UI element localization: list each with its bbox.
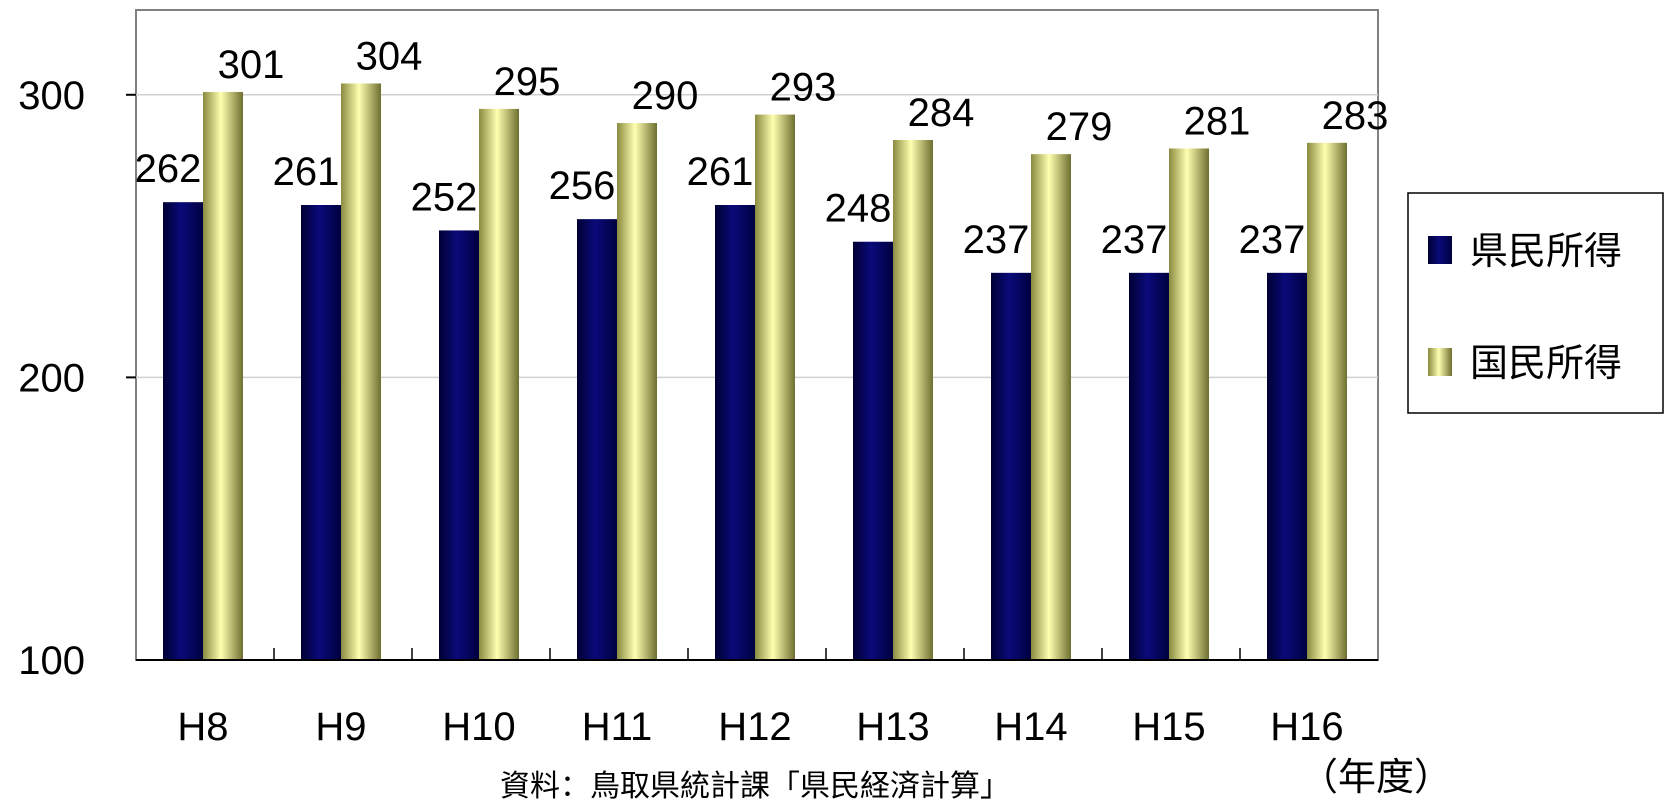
- bar-series1: [715, 205, 755, 660]
- data-label-series1: 256: [549, 164, 616, 208]
- legend-label-series1: 県民所得: [1470, 231, 1622, 273]
- bar-series2: [1307, 142, 1347, 661]
- y-tick-label: 100: [18, 639, 85, 683]
- x-tick-labels: H8 H9 H10 H11 H12 H13 H14 H15 H16: [177, 705, 1343, 749]
- data-label-series1: 261: [273, 150, 340, 194]
- data-label-series1: 262: [135, 147, 202, 191]
- data-label-series2: 295: [494, 60, 561, 104]
- x-tick-label: H14: [994, 705, 1067, 749]
- x-unit-label: （年度）: [1300, 757, 1452, 799]
- x-tick-label: H16: [1270, 705, 1343, 749]
- legend-label-series2: 国民所得: [1470, 343, 1622, 385]
- x-tick-label: H9: [315, 705, 366, 749]
- legend-swatch-series1: [1428, 236, 1452, 264]
- data-label-series2: 301: [218, 43, 285, 87]
- bars: [163, 83, 1347, 661]
- bar-series2: [203, 91, 243, 660]
- data-label-series1: 237: [1239, 218, 1306, 262]
- bar-series2: [617, 123, 657, 661]
- data-label-series1: 252: [411, 175, 478, 219]
- x-ticks: [273, 648, 1241, 660]
- data-label-series2: 290: [632, 74, 699, 118]
- data-label-series2: 283: [1322, 94, 1389, 138]
- data-label-series1: 261: [687, 150, 754, 194]
- data-label-series2: 293: [770, 66, 837, 110]
- legend: 県民所得 国民所得: [1407, 192, 1664, 414]
- bar-series2: [1169, 148, 1209, 660]
- bar-series2: [479, 108, 519, 661]
- data-label-series1: 248: [825, 187, 892, 231]
- x-tick-label: H15: [1132, 705, 1205, 749]
- y-tick-label: 200: [18, 356, 85, 400]
- source-note: 資料：鳥取県統計課「県民経済計算」: [500, 770, 1010, 799]
- y-tick-label: 300: [18, 74, 85, 118]
- bar-series2: [893, 140, 933, 660]
- bar-series1: [163, 202, 203, 660]
- data-label-series2: 284: [908, 91, 975, 135]
- data-label-series1: 237: [1101, 218, 1168, 262]
- x-tick-label: H8: [177, 705, 228, 749]
- x-tick-label: H13: [856, 705, 929, 749]
- data-labels: 262 301 261 304 252 295 256 290 261 293 248 284 237 2…: [135, 34, 1389, 261]
- x-tick-label: H12: [718, 705, 791, 749]
- bar-series2: [1031, 154, 1071, 660]
- legend-swatch-series2: [1428, 348, 1452, 376]
- x-tick-label: H11: [582, 705, 652, 749]
- data-label-series2: 304: [356, 34, 423, 78]
- bar-series1: [1129, 272, 1169, 660]
- bar-series2: [755, 114, 795, 661]
- bar-series1: [577, 219, 617, 660]
- data-label-series1: 237: [963, 218, 1030, 262]
- legend-box: [1407, 192, 1664, 414]
- data-label-series2: 281: [1184, 99, 1251, 143]
- bar-series1: [301, 205, 341, 660]
- bar-series2: [341, 83, 381, 660]
- x-tick-label: H10: [442, 705, 515, 749]
- bar-series1: [853, 241, 893, 660]
- bar-series1: [1267, 272, 1307, 660]
- y-tick-labels: 100 200 300: [18, 74, 85, 683]
- bar-series1: [991, 272, 1031, 660]
- bar-series1: [439, 230, 479, 660]
- data-label-series2: 279: [1046, 105, 1113, 149]
